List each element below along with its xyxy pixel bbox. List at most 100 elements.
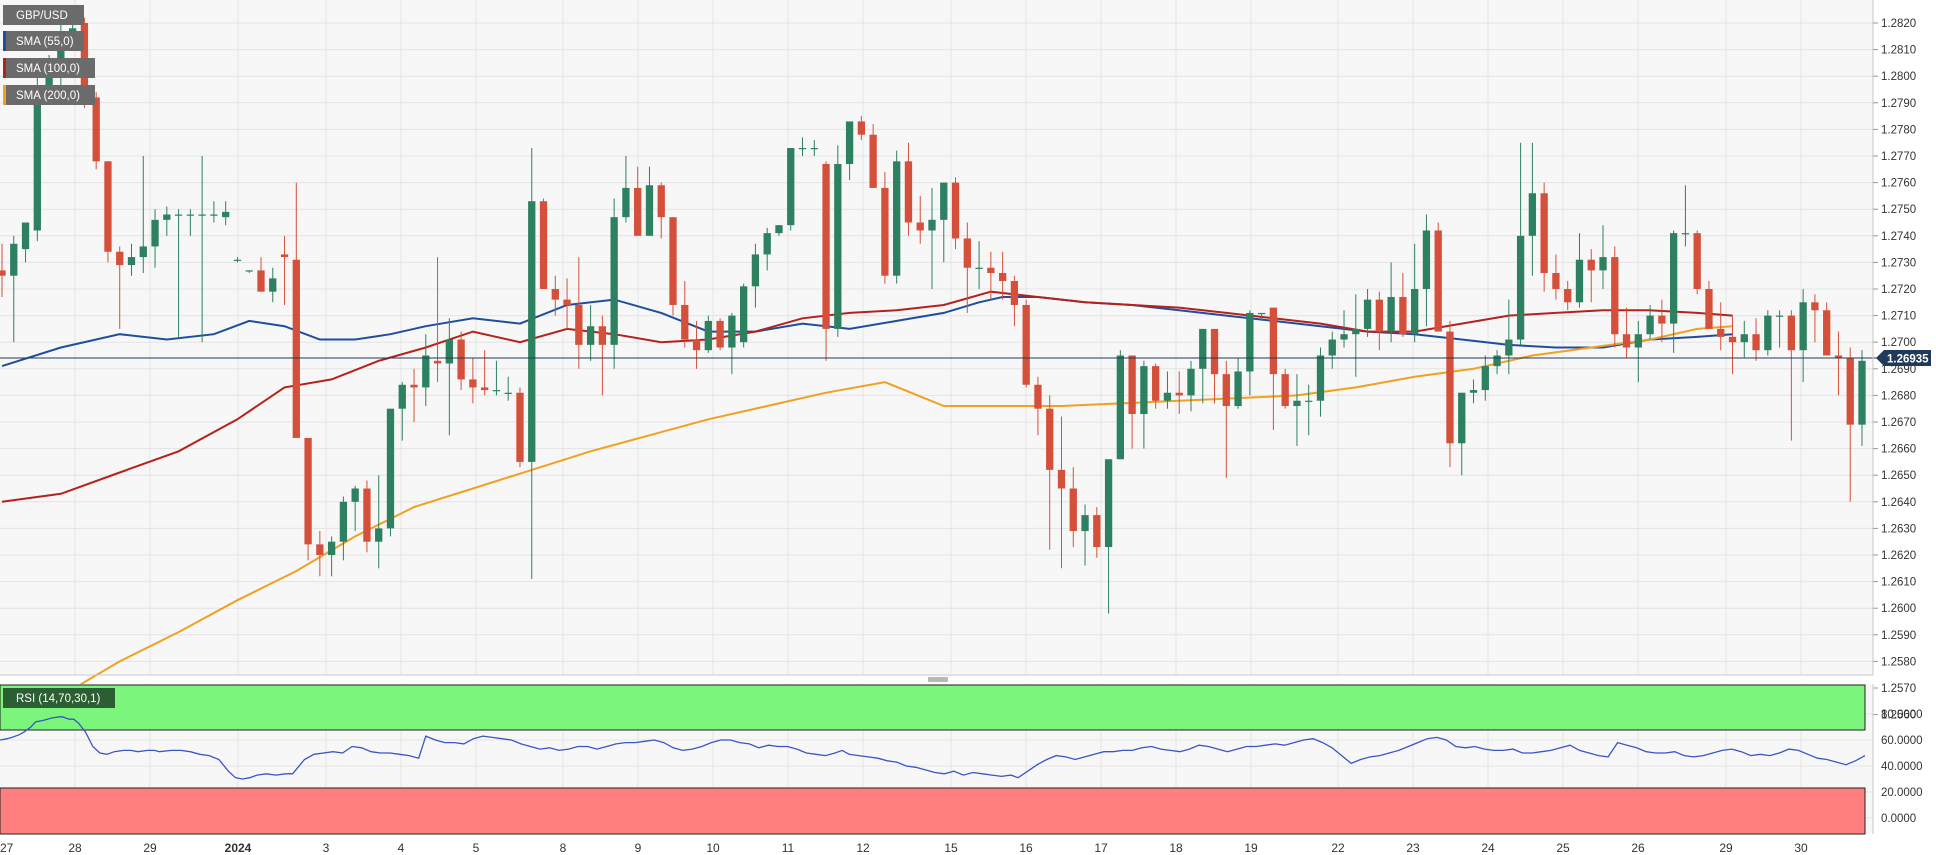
candle-body <box>1375 299 1383 332</box>
rsi-tick-label: 40.0000 <box>1881 761 1923 773</box>
candle-body <box>469 379 477 388</box>
date-tick-label: 23 <box>1406 841 1420 855</box>
candle-body <box>351 488 359 502</box>
candle-body <box>657 185 665 218</box>
date-tick-label: 19 <box>1244 841 1258 855</box>
candle-body <box>386 408 395 529</box>
candle-body <box>739 286 748 343</box>
candle-body <box>798 148 807 150</box>
candle-body <box>1787 315 1796 351</box>
date-tick-label: 16 <box>1019 841 1033 855</box>
sma-overlays <box>1 290 1733 729</box>
candle-body <box>622 187 630 218</box>
candle-body <box>1328 339 1336 356</box>
candle-body <box>1093 515 1101 548</box>
price-tick-label: 1.2710 <box>1881 311 1916 323</box>
candle-body <box>375 528 383 542</box>
candle-body <box>1352 328 1360 335</box>
price-tick-label: 1.2820 <box>1881 18 1916 30</box>
candle-body <box>1681 233 1690 235</box>
candle-body <box>845 121 854 164</box>
candle-body <box>1222 374 1230 407</box>
rsi-axis: 80.0000 60.0000 40.0000 20.0000 0.0000 <box>1881 709 1923 825</box>
date-tick-label: 22 <box>1331 841 1345 855</box>
candle-body <box>1587 259 1595 271</box>
legend: GBP/USD SMA (55,0) SMA (100,0) SMA (200,… <box>3 5 115 708</box>
candle-body <box>528 201 536 462</box>
candle-body <box>174 214 183 216</box>
candle-body <box>410 384 418 388</box>
candle-body <box>1257 312 1266 315</box>
sma-line <box>1 296 1733 368</box>
candle-body <box>763 233 771 255</box>
legend-symbol[interactable]: GBP/USD <box>3 5 84 25</box>
candle-body <box>1717 328 1725 337</box>
candle-body <box>57 36 65 77</box>
date-tick-label: 26 <box>1631 841 1645 855</box>
candle-body <box>1293 400 1301 407</box>
candle-body <box>1646 315 1654 335</box>
date-tick-label: 18 <box>1169 841 1183 855</box>
date-tick-label: 9 <box>635 841 642 855</box>
date-tick-label: 30 <box>1794 841 1808 855</box>
candle-body <box>104 161 112 252</box>
panel-resize-handle[interactable] <box>928 677 948 682</box>
candle-body <box>1775 315 1784 317</box>
legend-sma100[interactable]: SMA (100,0) <box>3 58 95 78</box>
candle-body <box>1069 488 1077 532</box>
rsi-tick-label: 20.0000 <box>1881 787 1923 799</box>
candle-body <box>1152 366 1160 401</box>
rsi-oversold-zone <box>0 787 1866 835</box>
candle-body <box>1057 469 1066 489</box>
price-tick-label: 1.2610 <box>1881 577 1916 589</box>
candle-body <box>1669 233 1678 324</box>
candle-body <box>1187 368 1195 396</box>
legend-sma55[interactable]: SMA (55,0) <box>3 31 84 51</box>
price-tick-label: 1.2600 <box>1881 603 1916 615</box>
candle-body <box>998 273 1007 282</box>
candle-body <box>634 187 642 236</box>
price-grid <box>0 0 1873 716</box>
candle-body <box>669 217 677 305</box>
candle-body <box>1128 355 1136 415</box>
candle-body <box>904 161 913 223</box>
date-axis: 27 28 29 2024 3 4 5 8 9 10 11 12 15 16 17 18 19 22 23 24 25 2… <box>0 841 1808 855</box>
candle-body <box>728 315 736 348</box>
candle-body <box>928 219 936 231</box>
candle-body <box>504 392 512 394</box>
legend-rsi[interactable]: RSI (14,70,30,1) <box>3 688 115 708</box>
candle-body <box>810 148 818 150</box>
candle-body <box>1846 358 1854 425</box>
candle-body <box>363 488 371 542</box>
candle-body <box>751 254 760 287</box>
price-tick-label: 1.2660 <box>1881 444 1916 456</box>
price-tick-label: 1.2650 <box>1881 470 1916 482</box>
candle-body <box>869 134 877 188</box>
candle-body <box>940 182 948 220</box>
legend-rsi-label: RSI (14,70,30,1) <box>16 693 101 705</box>
price-tick-label: 1.2680 <box>1881 390 1916 402</box>
price-tick-label: 1.2590 <box>1881 630 1916 642</box>
candle-body <box>1010 281 1019 305</box>
legend-symbol-label: GBP/USD <box>16 10 68 22</box>
price-panel-background <box>0 0 1873 675</box>
candle-body <box>445 339 453 364</box>
candle-body <box>316 544 324 555</box>
price-tick-label: 1.2780 <box>1881 124 1916 136</box>
price-tick-label: 1.2640 <box>1881 497 1916 509</box>
candle-body <box>916 222 924 231</box>
candle-body <box>951 182 960 239</box>
candle-body <box>10 243 18 276</box>
candle-body <box>1234 371 1242 407</box>
candle-body <box>210 214 218 216</box>
candle-body <box>1599 257 1607 271</box>
candle-body <box>233 259 242 261</box>
candle-body <box>1728 336 1737 343</box>
price-tick-label: 1.2750 <box>1881 204 1916 216</box>
candle-body <box>1411 289 1419 335</box>
price-tick-label: 1.2770 <box>1881 151 1916 163</box>
current-price-value: 1.26935 <box>1887 354 1929 366</box>
candle-body <box>1575 259 1584 303</box>
candle-body <box>1305 400 1313 402</box>
legend-sma200[interactable]: SMA (200,0) <box>3 85 95 105</box>
